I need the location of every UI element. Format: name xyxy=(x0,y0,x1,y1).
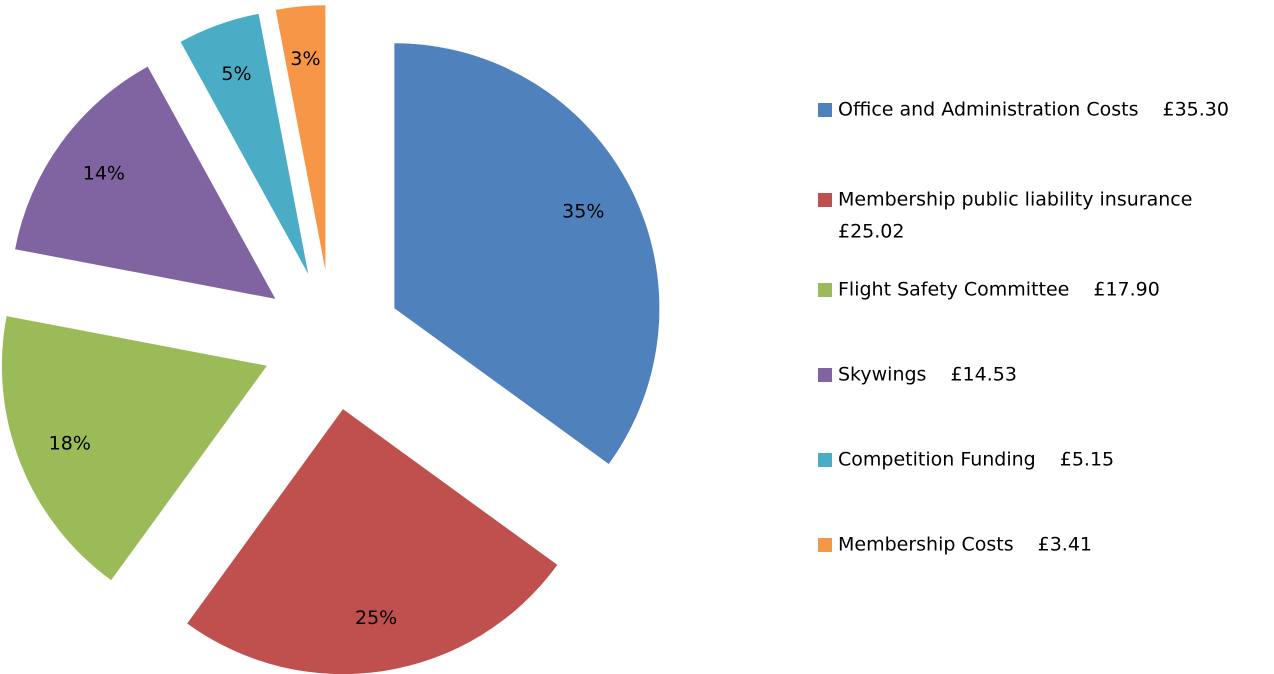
legend-label: Membership public liability insurance xyxy=(838,189,1192,211)
data-label: 25% xyxy=(355,607,397,629)
legend-label: Competition Funding xyxy=(838,449,1036,471)
pie-slice xyxy=(187,409,558,674)
legend-swatch xyxy=(818,193,832,207)
data-label: 18% xyxy=(49,432,91,454)
pie-slice xyxy=(180,13,309,275)
legend-amount: £14.53 xyxy=(950,364,1016,386)
legend-amount: £17.90 xyxy=(1093,279,1159,301)
data-label: 35% xyxy=(562,200,604,222)
legend-amount: £5.15 xyxy=(1060,449,1114,471)
legend-label: Membership Costs xyxy=(838,534,1014,556)
pie-slice xyxy=(1,316,267,581)
legend-label: Flight Safety Committee xyxy=(838,279,1069,301)
legend-amount: £25.02 xyxy=(838,221,904,243)
legend-amount: £35.30 xyxy=(1163,99,1229,121)
pie-slice xyxy=(15,66,276,299)
legend-amount: £3.41 xyxy=(1038,534,1092,556)
legend-label: Office and Administration Costs xyxy=(838,99,1139,121)
legend-swatch xyxy=(818,283,832,297)
legend-label: Skywings xyxy=(838,364,926,386)
legend-swatch xyxy=(818,103,832,117)
pie-slice xyxy=(394,43,660,464)
data-label: 5% xyxy=(221,63,251,85)
pie-slice xyxy=(275,5,326,271)
legend-swatch xyxy=(818,368,832,382)
legend-swatch xyxy=(818,538,832,552)
legend-swatch xyxy=(818,453,832,467)
data-label: 3% xyxy=(290,48,320,70)
data-label: 14% xyxy=(83,163,125,185)
